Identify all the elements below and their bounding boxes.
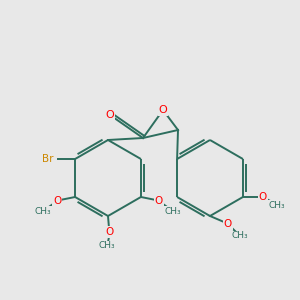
Text: Br: Br <box>42 154 53 164</box>
Text: O: O <box>155 196 163 206</box>
Text: CH₃: CH₃ <box>35 206 51 215</box>
Text: CH₃: CH₃ <box>99 242 115 250</box>
Text: CH₃: CH₃ <box>165 206 181 215</box>
Text: O: O <box>53 196 61 206</box>
Text: O: O <box>106 110 114 120</box>
Text: O: O <box>159 105 167 115</box>
Text: O: O <box>259 192 267 202</box>
Text: CH₃: CH₃ <box>268 200 285 209</box>
Text: CH₃: CH₃ <box>232 232 248 241</box>
Text: O: O <box>106 227 114 237</box>
Text: O: O <box>224 219 232 229</box>
